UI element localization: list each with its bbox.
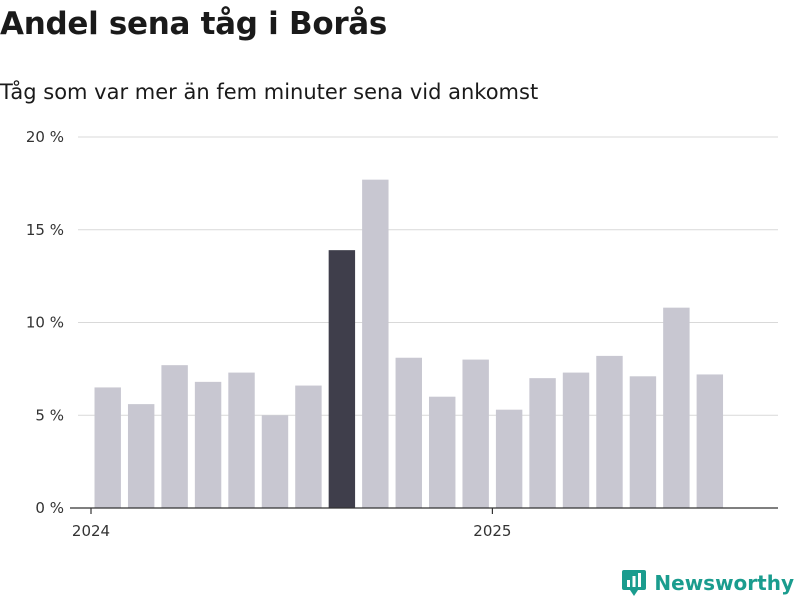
bar xyxy=(529,378,556,508)
brand-logo: Newsworthy xyxy=(622,570,794,596)
bar xyxy=(328,250,356,508)
bar xyxy=(362,179,389,509)
bar xyxy=(629,376,657,508)
bar xyxy=(395,357,422,508)
y-tick-label: 5 % xyxy=(35,406,64,424)
y-tick-label: 10 % xyxy=(26,314,64,332)
bar xyxy=(94,387,121,508)
brand-name: Newsworthy xyxy=(654,571,794,595)
bar xyxy=(295,385,322,508)
newsworthy-logo-icon xyxy=(622,570,647,596)
bar xyxy=(127,404,155,508)
chart-title: Andel sena tåg i Borås xyxy=(0,6,388,42)
y-tick-label: 0 % xyxy=(35,499,64,517)
x-tick-label: 2025 xyxy=(473,522,511,540)
bar xyxy=(429,396,456,508)
bar xyxy=(161,365,188,508)
bar xyxy=(663,307,690,508)
chart-subtitle: Tåg som var mer än fem minuter sena vid … xyxy=(0,80,539,104)
bar xyxy=(596,355,623,508)
x-tick-label: 2024 xyxy=(72,522,110,540)
bar xyxy=(562,372,590,508)
bar xyxy=(696,374,724,508)
bar xyxy=(194,381,222,508)
bar xyxy=(462,359,489,508)
bar xyxy=(228,372,255,508)
y-tick-label: 15 % xyxy=(26,221,64,239)
bar xyxy=(261,415,289,508)
y-tick-label: 20 % xyxy=(26,128,64,146)
bar xyxy=(495,409,523,508)
